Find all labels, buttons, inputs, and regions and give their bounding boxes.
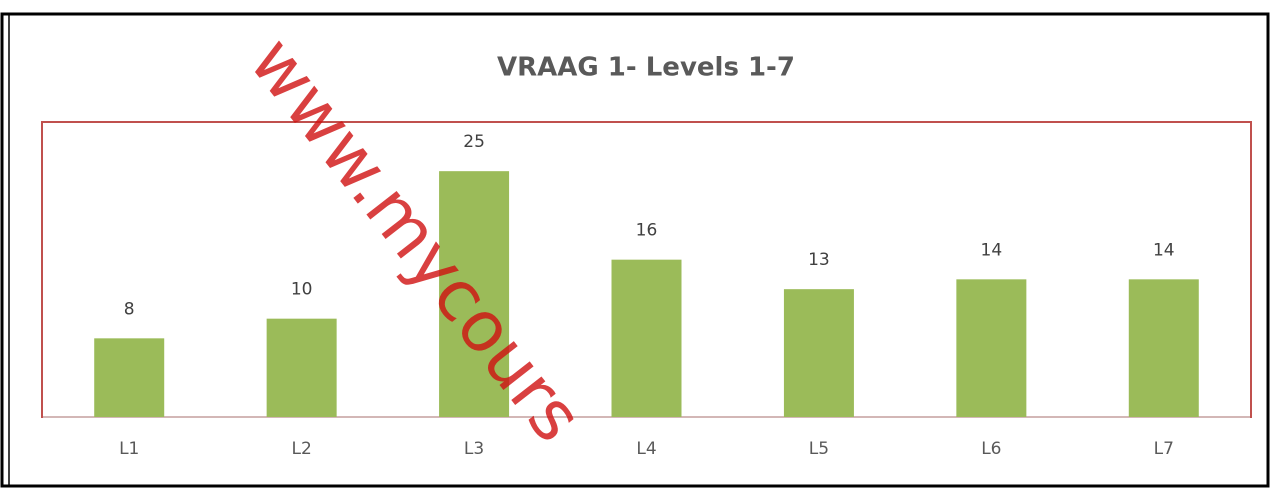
- bar: [266, 318, 337, 417]
- bar: [783, 289, 854, 417]
- data-label: 8: [124, 299, 135, 319]
- x-tick-label: L4: [636, 439, 656, 459]
- x-tick-label: L6: [981, 439, 1001, 459]
- bar: [439, 171, 510, 417]
- x-tick-label: L1: [119, 439, 139, 459]
- bar: [94, 338, 165, 417]
- data-label: 10: [291, 280, 313, 300]
- data-label: 14: [981, 240, 1003, 260]
- x-tick-label: L2: [291, 439, 311, 459]
- bar: [611, 259, 682, 417]
- data-label: 25: [463, 132, 485, 152]
- x-tick-label: L3: [464, 439, 484, 459]
- chart-title: VRAAG 1- Levels 1-7: [497, 53, 795, 83]
- data-label: 14: [1153, 240, 1175, 260]
- data-label: 16: [636, 221, 658, 241]
- data-label: 13: [808, 250, 830, 270]
- bar: [1128, 279, 1199, 417]
- bar: [956, 279, 1027, 417]
- x-tick-label: L5: [809, 439, 829, 459]
- x-tick-label: L7: [1154, 439, 1174, 459]
